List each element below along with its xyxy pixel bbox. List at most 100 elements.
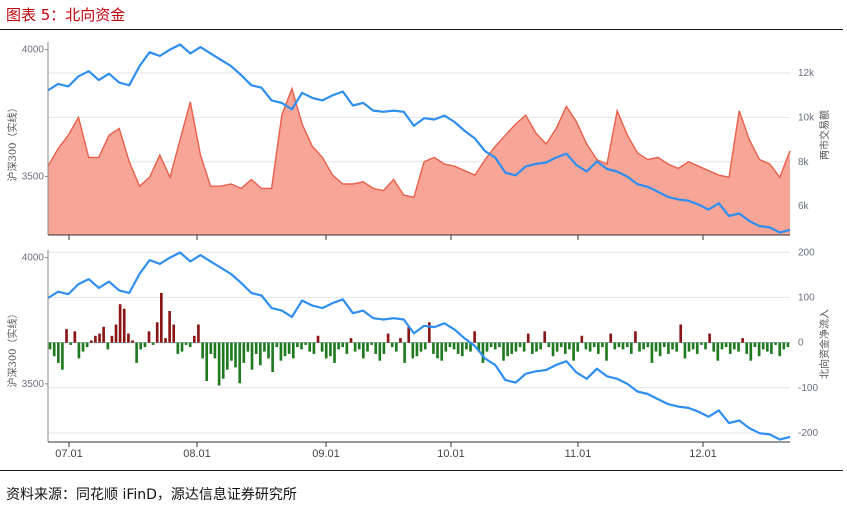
inflow-bar — [675, 342, 678, 352]
inflow-bar — [489, 342, 493, 348]
inflow-bar — [81, 342, 85, 352]
inflow-bar — [242, 342, 246, 363]
inflow-bar — [370, 342, 373, 345]
inflow-bar — [263, 342, 266, 352]
inflow-bar — [221, 342, 225, 379]
inflow-bar — [601, 342, 604, 348]
inflow-bar — [452, 342, 456, 350]
inflow-bar — [362, 342, 365, 359]
inflow-bar — [493, 342, 497, 350]
inflow-bar — [213, 342, 217, 359]
inflow-bar — [584, 342, 588, 350]
inflow-bar — [65, 329, 68, 343]
inflow-bar — [506, 342, 509, 357]
inflow-bar — [329, 342, 332, 357]
inflow-bar — [745, 342, 749, 354]
inflow-bar — [469, 342, 472, 352]
inflow-bar — [127, 333, 130, 343]
inflow-bar — [465, 342, 468, 350]
turnover-line — [47, 86, 791, 199]
panel1-right-tick-label: 10k — [798, 112, 815, 123]
panel1-right-tick-label: 6k — [798, 201, 810, 212]
inflow-bar — [110, 335, 114, 343]
inflow-bar — [102, 326, 105, 343]
panel1-left-tick-label: 3500 — [22, 172, 45, 183]
panel2-right-tick-label: 200 — [798, 247, 815, 258]
inflow-bar — [155, 322, 159, 343]
inflow-bar — [230, 342, 233, 361]
inflow-bar — [131, 340, 134, 343]
inflow-bar — [597, 342, 600, 354]
inflow-bar — [733, 342, 736, 350]
inflow-bar — [605, 342, 608, 361]
turnover-area — [48, 88, 790, 235]
inflow-bar — [477, 342, 481, 352]
inflow-bar — [374, 342, 378, 354]
inflow-bar — [357, 342, 361, 350]
inflow-bar — [193, 335, 196, 343]
inflow-bar — [69, 342, 73, 345]
inflow-bar — [728, 342, 732, 354]
inflow-bar — [234, 342, 237, 368]
inflow-bar — [238, 342, 242, 384]
inflow-bar — [275, 342, 279, 348]
inflow-bar — [630, 342, 633, 354]
hs300-line — [47, 43, 791, 234]
inflow-bar — [724, 342, 728, 348]
turnover-panel: 3500 4000 6k 8k 10k 12k — [22, 42, 815, 240]
inflow-bar — [168, 311, 171, 343]
inflow-bar — [551, 342, 555, 357]
x-tick-label: 12.01 — [689, 448, 717, 460]
inflow-bar — [122, 308, 126, 343]
inflow-bar — [271, 342, 274, 372]
panel1-right-tick-label: 12k — [798, 68, 815, 79]
charts-svg: 3500 4000 6k 8k 10k 12k 3500 4000 -200 -100 0 100 2… — [6, 42, 831, 460]
inflow-bar — [708, 333, 711, 343]
inflow-bar — [440, 342, 444, 361]
inflow-bar — [613, 342, 617, 350]
title-rule — [0, 29, 843, 30]
inflow-bar — [188, 342, 192, 348]
inflow-bar — [386, 333, 390, 343]
inflow-bar — [782, 342, 786, 350]
inflow-bar — [568, 342, 571, 350]
inflow-bar — [259, 342, 262, 366]
inflow-bar — [778, 342, 782, 357]
inflow-bar — [106, 342, 110, 350]
inflow-bar — [753, 342, 757, 348]
inflow-bar — [646, 342, 650, 348]
x-tick-label: 09.01 — [312, 448, 340, 460]
inflow-bar — [349, 338, 353, 343]
inflow-bar — [625, 342, 629, 348]
inflow-bar — [621, 342, 625, 350]
inflow-bar — [246, 342, 250, 352]
inflow-bar — [98, 333, 101, 343]
inflow-bar — [304, 342, 307, 345]
inflow-panel: 3500 4000 -200 -100 0 100 200 07.01 08.01 09.01 10… — [22, 247, 819, 460]
inflow-bar — [576, 342, 580, 352]
inflow-bar — [535, 342, 538, 352]
inflow-bar — [609, 333, 613, 343]
inflow-bar — [366, 342, 369, 352]
inflow-bar — [390, 342, 394, 348]
inflow-bar — [514, 342, 518, 352]
inflow-bar — [654, 342, 658, 352]
inflow-bar — [650, 342, 654, 363]
panel2-right-tick-label: 0 — [798, 338, 804, 349]
inflow-bar — [209, 342, 213, 354]
inflow-bar — [704, 342, 707, 350]
inflow-bar — [139, 342, 143, 350]
inflow-bar — [428, 322, 431, 343]
inflow-bar — [559, 342, 563, 348]
inflow-bar — [135, 342, 138, 363]
inflow-bar — [444, 342, 448, 352]
panel2-right-tick-label: 100 — [798, 292, 815, 303]
inflow-bar — [201, 342, 204, 359]
source-rule — [0, 470, 843, 471]
inflow-bar — [691, 342, 695, 350]
inflow-bar — [588, 342, 592, 352]
panel1-left-tick-label: 4000 — [22, 45, 45, 56]
x-tick-label: 10.01 — [437, 448, 465, 460]
inflow-bar — [671, 342, 674, 350]
inflow-bar — [555, 342, 559, 352]
